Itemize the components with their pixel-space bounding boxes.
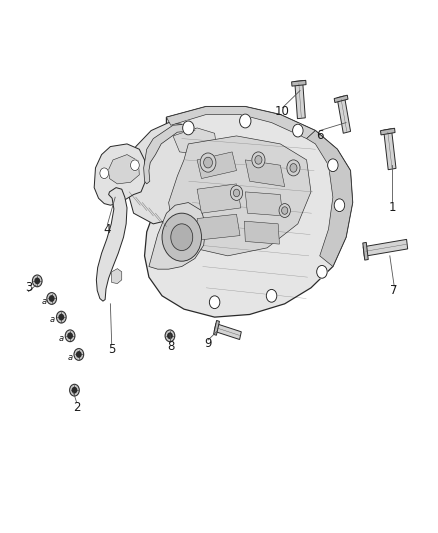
Text: $a$: $a$ [67, 353, 74, 361]
Circle shape [57, 311, 66, 323]
Circle shape [162, 213, 201, 261]
Text: 1: 1 [388, 201, 396, 214]
Circle shape [334, 199, 345, 212]
Circle shape [209, 296, 220, 309]
Polygon shape [166, 107, 315, 139]
Polygon shape [112, 269, 122, 284]
Text: 9: 9 [204, 337, 212, 350]
Circle shape [59, 314, 64, 320]
Text: $a$: $a$ [40, 297, 47, 305]
Circle shape [100, 168, 109, 179]
Polygon shape [334, 95, 348, 102]
Circle shape [49, 296, 54, 301]
Circle shape [70, 384, 79, 396]
Circle shape [230, 185, 243, 200]
Circle shape [233, 189, 240, 197]
Polygon shape [214, 324, 241, 340]
Text: 10: 10 [275, 106, 290, 118]
Circle shape [47, 293, 57, 304]
Polygon shape [381, 128, 395, 135]
Polygon shape [149, 203, 206, 269]
Text: 4: 4 [103, 223, 111, 236]
Polygon shape [307, 131, 353, 266]
Circle shape [171, 224, 193, 251]
Circle shape [287, 160, 300, 176]
Text: $a$: $a$ [49, 316, 56, 324]
Text: 6: 6 [316, 130, 324, 142]
Polygon shape [245, 160, 285, 187]
Text: 5: 5 [108, 343, 115, 356]
Circle shape [168, 333, 172, 338]
Circle shape [77, 352, 81, 357]
Text: $a$: $a$ [58, 334, 65, 343]
Circle shape [290, 164, 297, 172]
Polygon shape [363, 239, 408, 256]
Circle shape [255, 156, 262, 164]
Circle shape [183, 121, 194, 135]
Circle shape [200, 153, 216, 172]
Polygon shape [197, 184, 241, 213]
Polygon shape [363, 243, 368, 260]
Polygon shape [125, 123, 204, 224]
Circle shape [32, 275, 42, 287]
Polygon shape [197, 214, 240, 240]
Circle shape [68, 333, 72, 338]
Polygon shape [109, 155, 139, 184]
Polygon shape [173, 128, 217, 155]
Circle shape [35, 278, 39, 284]
Circle shape [65, 330, 75, 342]
Circle shape [279, 204, 290, 217]
Polygon shape [94, 144, 145, 205]
Polygon shape [169, 136, 311, 256]
Polygon shape [214, 320, 219, 335]
Polygon shape [292, 80, 306, 86]
Circle shape [165, 330, 175, 342]
Text: 3: 3 [25, 281, 32, 294]
Polygon shape [96, 188, 127, 301]
Polygon shape [245, 192, 283, 216]
Text: 8: 8 [167, 340, 174, 353]
Circle shape [282, 207, 288, 214]
Polygon shape [384, 129, 396, 169]
Circle shape [317, 265, 327, 278]
Circle shape [204, 157, 212, 168]
Polygon shape [144, 124, 195, 184]
Circle shape [240, 114, 251, 128]
Circle shape [252, 152, 265, 168]
Polygon shape [244, 221, 279, 244]
Circle shape [293, 124, 303, 137]
Polygon shape [145, 107, 353, 317]
Circle shape [72, 387, 77, 393]
Circle shape [131, 160, 139, 171]
Polygon shape [295, 80, 305, 119]
Text: 7: 7 [390, 284, 398, 297]
Circle shape [328, 159, 338, 172]
Polygon shape [197, 152, 237, 179]
Text: 2: 2 [73, 401, 81, 414]
Circle shape [266, 289, 277, 302]
Circle shape [74, 349, 84, 360]
Polygon shape [337, 96, 350, 133]
